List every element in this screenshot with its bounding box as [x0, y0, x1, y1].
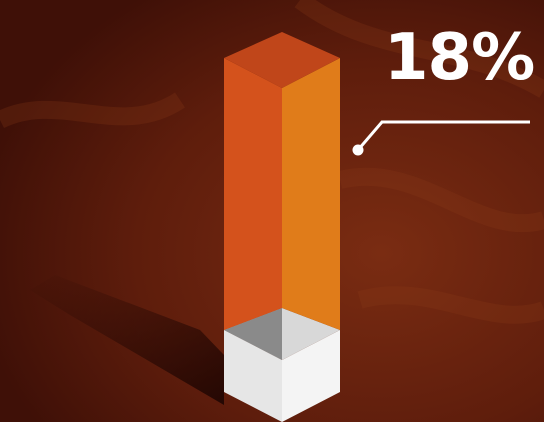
callout-dot: [352, 144, 364, 156]
callout-line: [356, 120, 530, 151]
bar-top-face: [224, 32, 340, 88]
base-inner-shadow: [224, 308, 282, 360]
base-right-face: [282, 330, 340, 422]
bar-right-face: [282, 58, 340, 330]
percentage-label: 18%: [384, 21, 535, 95]
background-swirls: [0, 0, 544, 324]
bar-shadow: [30, 275, 224, 405]
bar-left-face: [224, 58, 282, 330]
base-left-face: [224, 330, 282, 422]
